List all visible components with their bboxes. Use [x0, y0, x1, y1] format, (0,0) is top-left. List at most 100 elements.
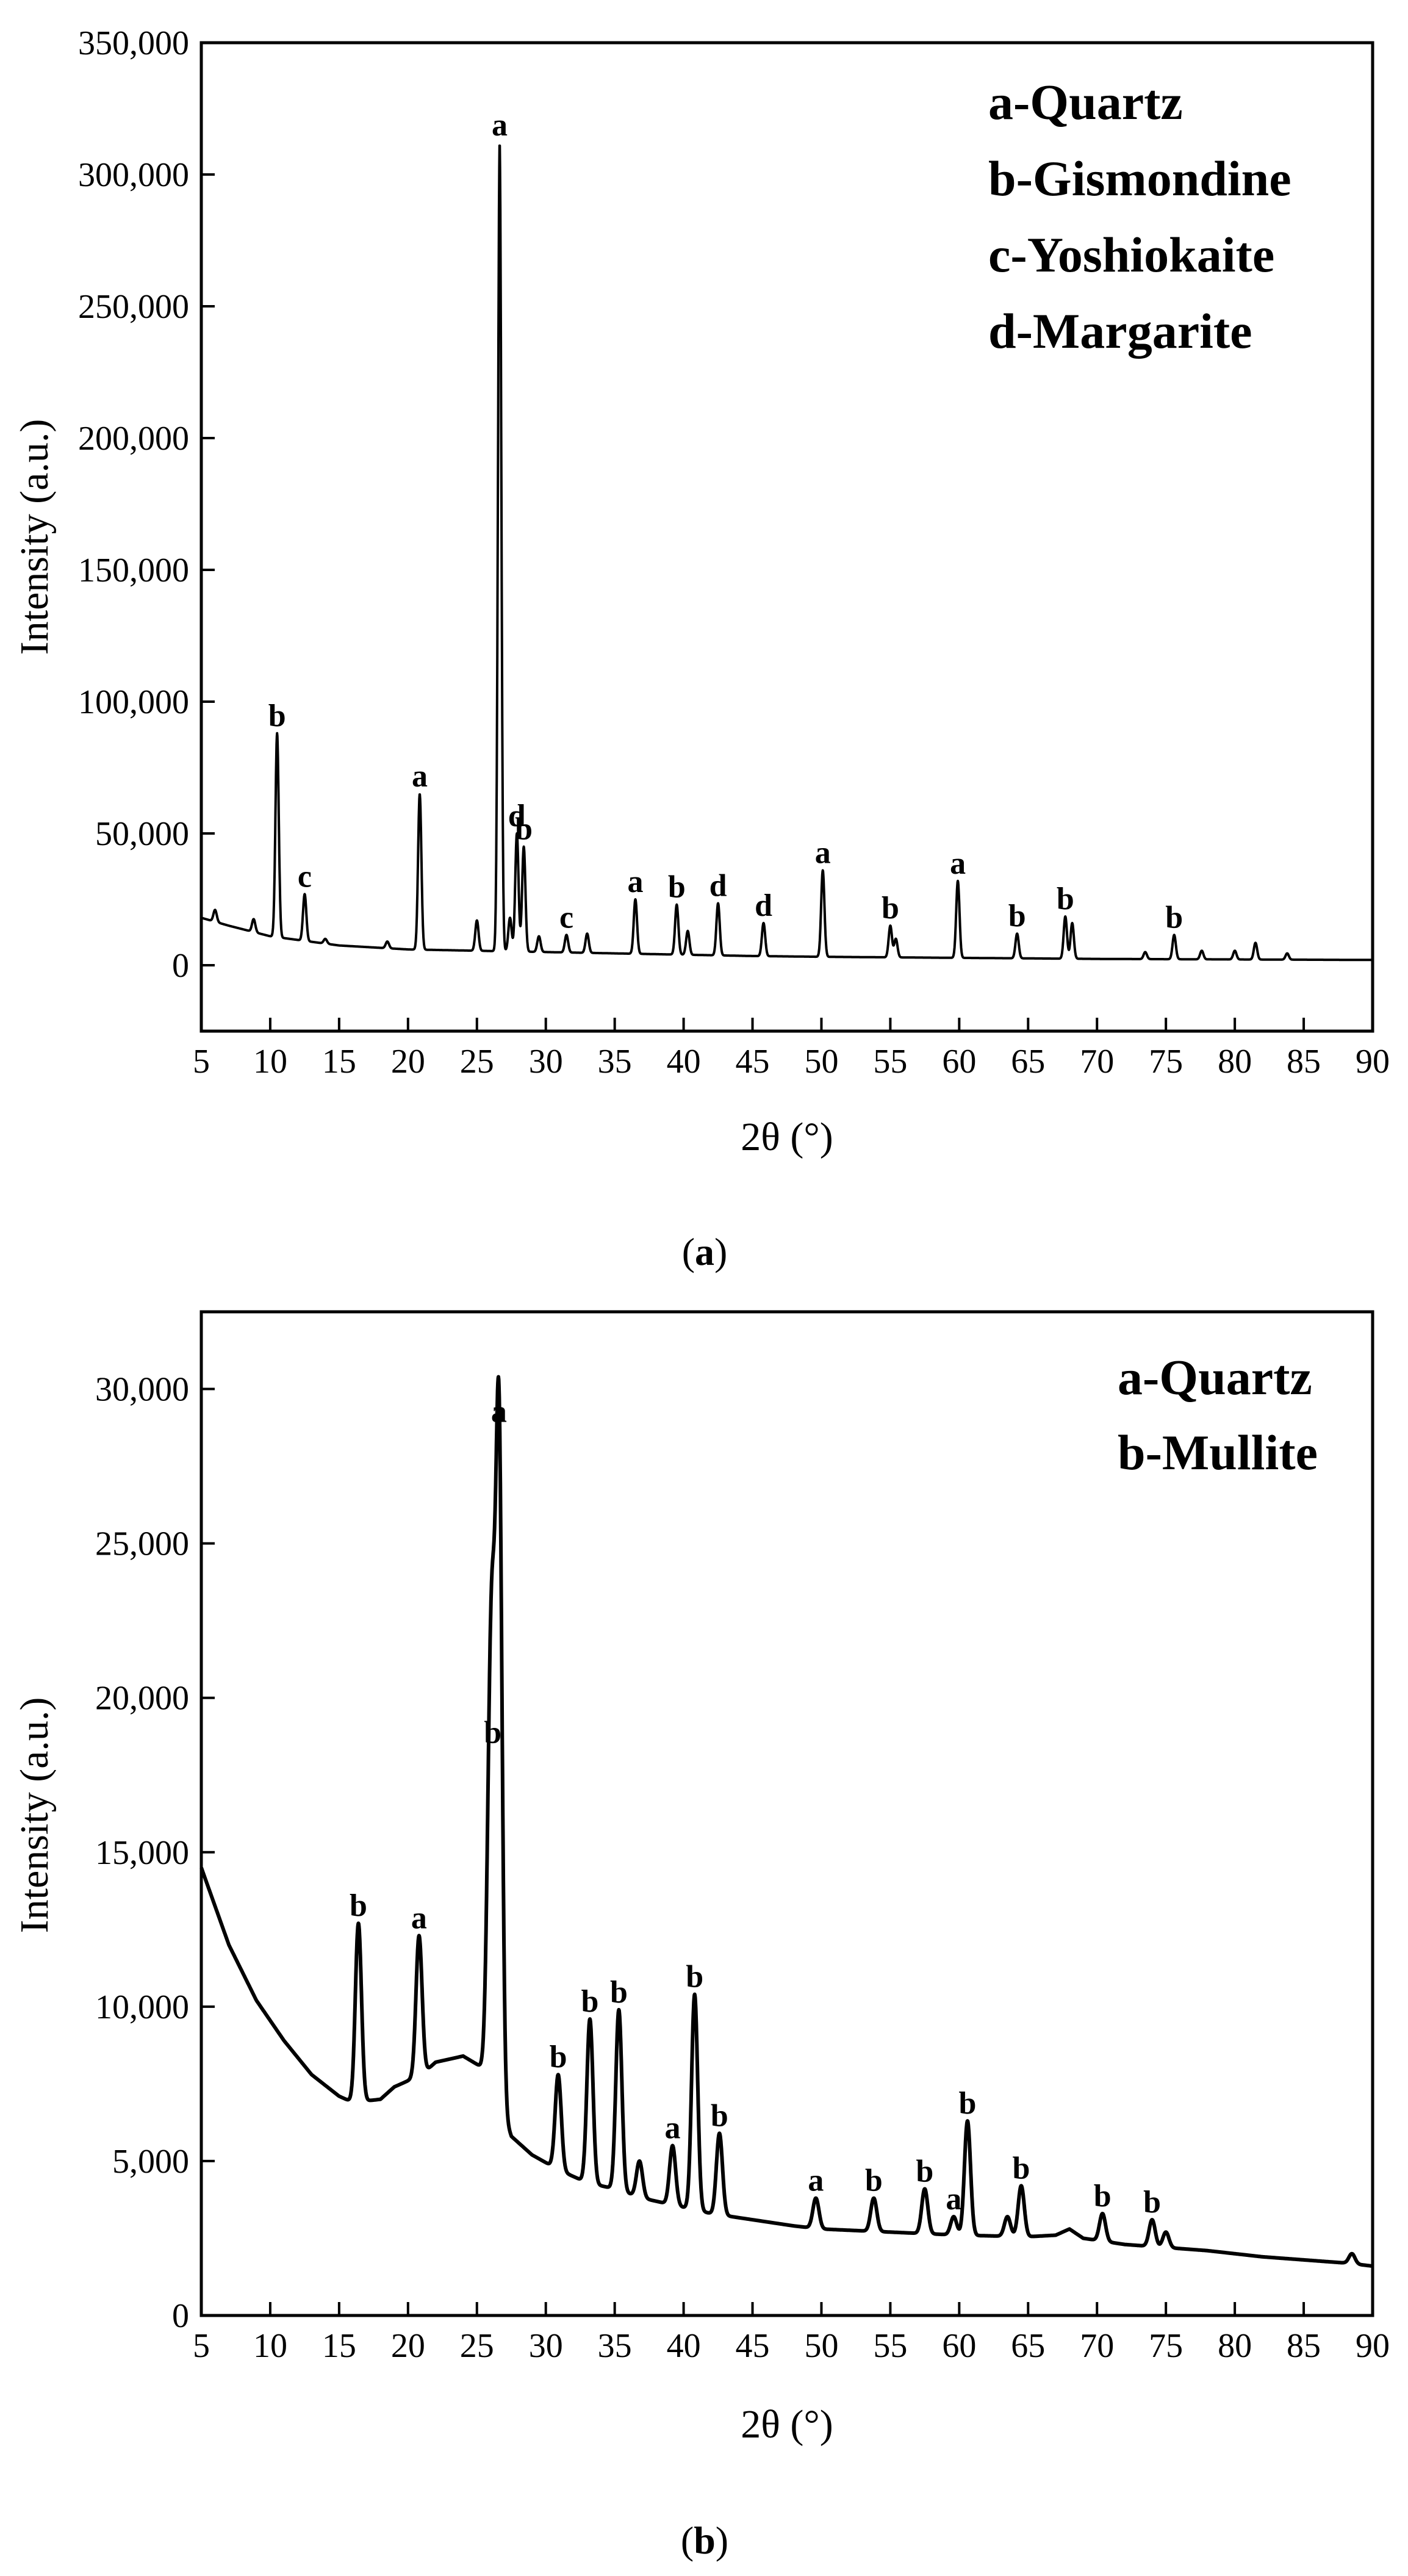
panel-caption: (b) [681, 2519, 728, 2562]
legend-entry: b-Gismondine [988, 151, 1291, 206]
x-tick-label: 5 [193, 1043, 210, 1081]
peak-label: d [755, 888, 772, 923]
peak-label: a [665, 2111, 681, 2146]
x-tick-label: 20 [391, 1043, 425, 1081]
x-tick-label: 55 [873, 1043, 907, 1081]
xrd-trace [199, 1375, 1374, 2268]
x-tick-label: 30 [529, 1043, 563, 1081]
peak-label: b [711, 2098, 728, 2133]
peak-label: b [610, 1975, 628, 2010]
y-tick-label: 20,000 [95, 1680, 189, 1718]
x-tick-label: 65 [1011, 1043, 1045, 1081]
peak-label: b [550, 2040, 567, 2074]
peak-label: b [484, 1716, 501, 1750]
y-tick-label: 350,000 [78, 24, 189, 62]
x-tick-label: 55 [873, 2327, 907, 2365]
plot-frame [199, 41, 1374, 1033]
x-tick-label: 80 [1218, 1043, 1252, 1081]
x-tick-label: 20 [391, 2327, 425, 2365]
peak-label: a [492, 108, 508, 143]
peak-label: a [950, 846, 966, 881]
y-tick-label: 100,000 [78, 683, 189, 721]
peak-label: b [1143, 2185, 1161, 2220]
peak-label: b [958, 2086, 976, 2121]
peak-label: d [508, 799, 526, 833]
x-tick-label: 10 [253, 1043, 287, 1081]
x-tick-label: 15 [322, 2327, 356, 2365]
x-tick-label: 25 [460, 2327, 494, 2365]
y-axis-title: Intensity (a.u.) [12, 419, 57, 655]
legend-entry: a-Quartz [1118, 1350, 1312, 1405]
xrd-trace [200, 144, 1374, 962]
x-tick-label: 70 [1080, 2327, 1114, 2365]
peak-label: a [815, 835, 831, 870]
y-tick-label: 15,000 [95, 1834, 189, 1872]
x-axis: 5 10 15 20 25 30 35 40 45 50 55 60 65 70 75 80 85 90 [193, 2302, 1390, 2365]
y-tick-label: 300,000 [78, 156, 189, 194]
x-tick-label: 80 [1218, 2327, 1252, 2365]
y-tick-label: 25,000 [95, 1525, 189, 1563]
peak-label: b [865, 2164, 883, 2198]
legend-entry: a-Quartz [988, 74, 1183, 130]
y-tick-label: 30,000 [95, 1371, 189, 1409]
y-tick-label: 150,000 [78, 552, 189, 589]
peak-label: c [298, 859, 312, 894]
peak-label: b [350, 1888, 367, 1923]
x-tick-label: 60 [942, 1043, 976, 1081]
peak-label: d [709, 868, 727, 903]
x-tick-label: 70 [1080, 1043, 1114, 1081]
x-tick-label: 40 [667, 1043, 701, 1081]
peak-label: b [916, 2154, 933, 2189]
y-tick-label: 200,000 [78, 420, 189, 458]
peak-label: b [882, 891, 899, 926]
y-tick-label: 5,000 [112, 2143, 189, 2181]
y-tick-label: 0 [172, 947, 189, 985]
x-tick-label: 50 [804, 2327, 838, 2365]
x-tick-label: 35 [598, 2327, 632, 2365]
legend-entry: c-Yoshiokaite [988, 227, 1274, 282]
peak-label: b [668, 870, 686, 905]
x-tick-label: 90 [1356, 2327, 1390, 2365]
peak-label: b [686, 1960, 703, 1995]
peak-label: a [411, 1901, 427, 1935]
peak-label: a [412, 759, 428, 794]
y-tick-label: 10,000 [95, 1988, 189, 2026]
chart-panel-a: 0 50,000 100,000 150,000 200,000 250,000 300,0… [12, 24, 1390, 1273]
peak-label: b [1013, 2151, 1030, 2186]
peak-label: a [491, 1394, 507, 1429]
legend: a-Quartz b-Mullite [1118, 1350, 1318, 1480]
x-tick-label: 65 [1011, 2327, 1045, 2365]
peak-label: b [1165, 900, 1183, 935]
y-axis: 0 50,000 100,000 150,000 200,000 250,000 300,0… [78, 24, 215, 985]
x-tick-label: 10 [253, 2327, 287, 2365]
plot-frame [199, 1310, 1374, 2317]
peak-label: c [559, 900, 573, 935]
peak-label: b [1057, 882, 1074, 916]
x-tick-label: 25 [460, 1043, 494, 1081]
x-tick-label: 40 [667, 2327, 701, 2365]
x-axis-title: 2θ (°) [741, 1115, 833, 1159]
legend-entry: d-Margarite [988, 303, 1252, 359]
y-tick-label: 250,000 [78, 288, 189, 326]
x-tick-label: 30 [529, 2327, 563, 2365]
x-tick-label: 35 [598, 1043, 632, 1081]
x-tick-label: 45 [736, 2327, 770, 2365]
x-tick-label: 60 [942, 2327, 976, 2365]
x-tick-label: 5 [193, 2327, 210, 2365]
peak-label: a [628, 865, 644, 899]
x-tick-label: 45 [736, 1043, 770, 1081]
y-axis: 0 5,000 10,000 15,000 20,000 25,000 30,000 [95, 1371, 215, 2335]
x-tick-label: 50 [804, 1043, 838, 1081]
peak-label: a [808, 2164, 824, 2198]
peak-label: b [581, 1984, 599, 2019]
peak-label: b [1094, 2179, 1112, 2214]
y-tick-label: 50,000 [95, 815, 189, 853]
y-tick-label: 0 [172, 2297, 189, 2335]
x-tick-label: 75 [1149, 1043, 1183, 1081]
peak-label: b [268, 699, 286, 733]
x-tick-label: 75 [1149, 2327, 1183, 2365]
legend-entry: b-Mullite [1118, 1425, 1318, 1480]
